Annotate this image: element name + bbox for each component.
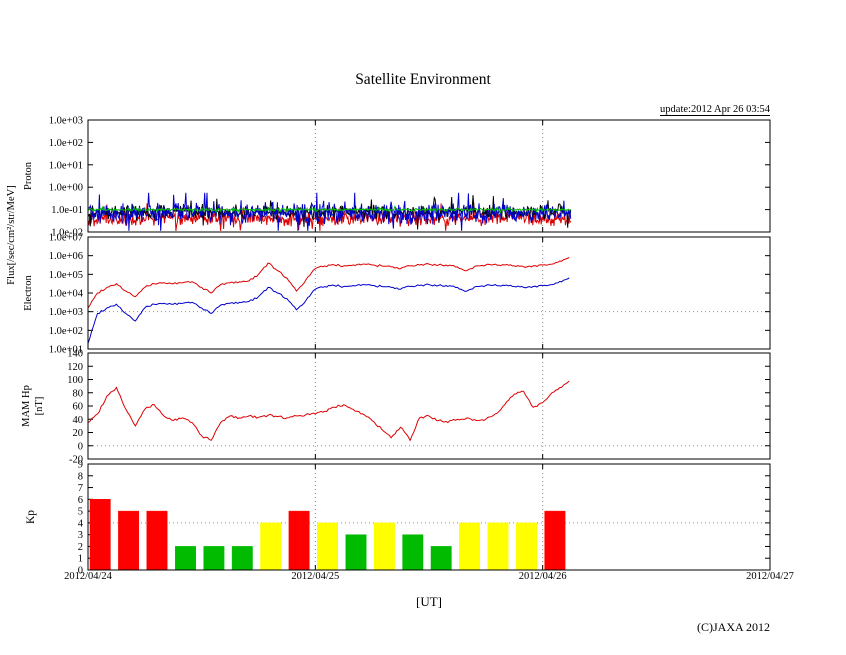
- y-tick-label: 1.0e-01: [51, 205, 83, 216]
- y-tick-label: 8: [78, 471, 83, 482]
- kp-bar: [487, 522, 509, 570]
- y-tick-label: 1.0e+03: [49, 116, 83, 127]
- y-tick-label: 5: [78, 507, 83, 518]
- kp-bar: [89, 499, 111, 570]
- y-tick-label: 1.0e+01: [49, 345, 83, 356]
- update-timestamp: update:2012 Apr 26 03:54: [660, 104, 770, 116]
- y-tick-label: 100: [67, 375, 83, 386]
- mam-hp-axis-label: MAM Hp: [21, 385, 32, 427]
- y-tick-label: 7: [78, 483, 83, 494]
- hp-series: [87, 380, 570, 442]
- y-tick-label: 1.0e+02: [49, 138, 83, 149]
- kp-bar: [402, 534, 424, 570]
- x-axis-tick-label: 2012/04/25: [291, 571, 340, 582]
- kp-bar: [231, 546, 253, 570]
- y-tick-label: 9: [78, 460, 83, 471]
- y-tick-label: 0: [78, 566, 83, 577]
- kp-bar: [317, 522, 338, 570]
- x-axis-tick-label: 2012/04/27: [746, 571, 794, 582]
- kp-bar: [430, 546, 452, 570]
- y-tick-label: 40: [73, 415, 84, 426]
- y-tick-label: 1.0e+05: [49, 270, 83, 281]
- electron-axis-label: Electron: [23, 274, 34, 310]
- proton-blue-series: [87, 192, 572, 231]
- flux-axis-label: Flux[/sec/cm²/str/MeV]: [6, 185, 17, 284]
- proton-axis-label: Proton: [23, 161, 34, 190]
- y-tick-label: 120: [67, 362, 83, 373]
- y-tick-label: 2: [78, 542, 83, 553]
- kp-axis-label: Kp: [25, 510, 37, 524]
- y-tick-label: 1.0e-02: [51, 228, 83, 239]
- kp-bar: [175, 546, 196, 570]
- kp-bar: [288, 510, 310, 570]
- copyright-notice: (C)JAXA 2012: [696, 620, 770, 634]
- y-tick-label: 1.0e+00: [49, 183, 83, 194]
- kp-bar: [260, 522, 282, 570]
- x-axis-tick-label: 2012/04/26: [518, 571, 567, 582]
- panel-border-proton: [87, 119, 771, 233]
- kp-bar: [345, 534, 367, 570]
- kp-bar: [118, 510, 140, 570]
- x-axis-title: [UT]: [416, 594, 442, 609]
- y-tick-label: 1.0e+01: [49, 160, 83, 171]
- electron-blue-series: [87, 277, 570, 344]
- y-tick-label: -20: [69, 455, 83, 466]
- y-tick-label: 80: [73, 388, 84, 399]
- page-title: Satellite Environment: [355, 71, 491, 88]
- y-tick-label: 1.0e+02: [49, 326, 83, 337]
- y-tick-label: 1.0e+03: [49, 307, 83, 318]
- y-tick-label: 6: [78, 495, 83, 506]
- kp-bar: [544, 510, 566, 570]
- y-tick-label: 1: [78, 554, 83, 565]
- y-tick-label: 1.0e+07: [49, 233, 83, 244]
- kp-bar: [516, 522, 537, 570]
- y-tick-label: 3: [78, 530, 83, 541]
- kp-bar: [146, 510, 168, 570]
- kp-bar: [373, 522, 395, 570]
- panel-border-electron: [87, 236, 771, 350]
- electron-red-series: [87, 257, 570, 309]
- proton-green-series: [87, 205, 571, 215]
- panel-border-kp: [87, 463, 771, 571]
- x-axis-tick-label: 2012/04/24: [64, 571, 112, 582]
- kp-bar: [459, 522, 481, 570]
- y-tick-label: 1.0e+04: [49, 289, 84, 300]
- kp-bar: [203, 546, 225, 570]
- y-tick-label: 4: [78, 518, 84, 529]
- panel-border-mam-hp: [87, 352, 771, 460]
- y-tick-label: 60: [73, 402, 84, 413]
- y-tick-label: 0: [78, 441, 83, 452]
- y-tick-label: 20: [73, 428, 84, 439]
- y-tick-label: 140: [67, 349, 83, 360]
- nt-axis-label: [nT]: [34, 397, 45, 416]
- y-tick-label: 1.0e+06: [49, 251, 83, 262]
